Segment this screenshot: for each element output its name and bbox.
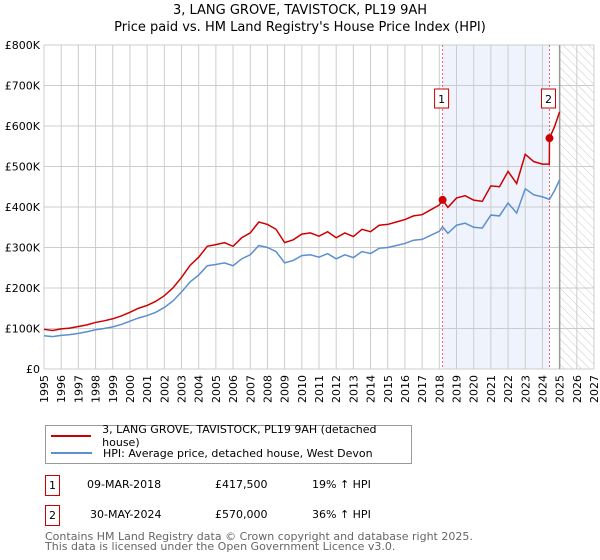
footer-line: This data is licensed under the Open Gov… [45,540,396,553]
sale-date: 09-MAR-2018 [87,478,162,491]
x-tick-label: 2010 [296,375,309,403]
sale-hpi-delta: 36% ↑ HPI [312,508,371,521]
y-tick-label: £400K [5,201,41,214]
x-tick-label: 2012 [330,375,343,403]
x-tick-label: 2005 [210,375,223,403]
sale-row-1: 1 09-MAR-2018 £417,500 19% ↑ HPI [45,475,445,496]
x-tick-label: 2006 [227,375,240,403]
x-tick-label: 2001 [141,375,154,403]
sale-label: 2 [545,93,552,106]
x-tick-label: 1995 [38,375,51,403]
chart-title: 3, LANG GROVE, TAVISTOCK, PL19 9AH [172,3,428,18]
sale-label: 1 [438,93,445,106]
x-tick-label: 2021 [485,375,498,403]
sale-date: 30-MAY-2024 [90,508,162,521]
x-tick-label: 1997 [72,375,85,403]
x-tick-label: 2025 [554,375,567,403]
x-tick-label: 2016 [399,375,412,403]
sale-badge: 2 [45,505,60,526]
x-tick-label: 2007 [244,375,257,403]
legend-label: 3, LANG GROVE, TAVISTOCK, PL19 9AH (deta… [102,423,377,449]
x-tick-label: 2014 [365,375,378,403]
x-tick-label: 2022 [502,375,515,403]
footer: Contains HM Land Registry data © Crown c… [45,530,473,553]
legend: 3, LANG GROVE, TAVISTOCK, PL19 9AH (deta… [45,423,412,464]
y-tick-label: £200K [5,282,41,295]
x-tick-label: 2011 [313,375,326,403]
sale-price: £570,000 [215,508,268,521]
footer-line: Contains HM Land Registry data © Crown c… [45,530,473,543]
y-tick-label: £500K [5,161,41,174]
y-tick-label: £300K [5,242,41,255]
x-tick-label: 2027 [588,375,600,403]
sale-point [438,195,447,204]
legend-swatch-blue [51,452,92,454]
sale-badge: 1 [45,475,60,496]
legend-item-property: 3, LANG GROVE, TAVISTOCK, PL19 9AH (deta… [46,423,411,449]
plot-area: 1995 1996 1997 1998 1999 2000 2001 2002 2003 2004… [5,39,600,403]
x-tick-label: 2009 [279,375,292,403]
x-tick-label: 2002 [158,375,171,403]
y-tick-label: £800K [5,39,41,52]
y-tick-label: £0 [26,363,40,376]
sale-hpi-delta: 19% ↑ HPI [312,478,371,491]
series-line-property [43,111,561,332]
x-tick-label: 2020 [468,375,481,403]
y-tick-label: £100K [5,323,41,336]
x-tick-label: 1999 [107,375,120,403]
x-tick-label: 2000 [124,375,137,403]
x-tick-label: 2024 [536,375,549,403]
legend-item-hpi: HPI: Average price, detached house, West… [46,445,373,461]
x-tick-label: 1998 [90,375,103,403]
x-tick-label: 2017 [416,375,429,403]
x-tick-label: 2008 [261,375,274,403]
legend-swatch-red [51,435,92,437]
x-tick-label: 2003 [176,375,189,403]
x-tick-label: 2013 [347,375,360,403]
sale-label-box [540,88,556,109]
x-tick-label: 2015 [382,375,395,403]
y-tick-label: £600K [5,120,41,133]
x-tick-label: 2019 [451,375,464,403]
x-tick-label: 2004 [193,375,206,403]
sale-label-box [434,88,450,109]
y-tick-label: £700K [5,80,41,93]
legend-label: HPI: Average price, detached house, West… [103,446,373,460]
sale-row-2: 2 30-MAY-2024 £570,000 36% ↑ HPI [45,505,445,526]
x-tick-label: 2026 [571,375,584,403]
x-tick-label: 1996 [55,375,68,403]
x-tick-label: 2023 [519,375,532,403]
x-tick-label: 2018 [433,375,446,403]
sale-price: £417,500 [215,478,268,491]
series-line-hpi [43,179,561,338]
chart-subtitle: Price paid vs. HM Land Registry's House … [114,20,486,35]
sale-point [545,134,554,143]
